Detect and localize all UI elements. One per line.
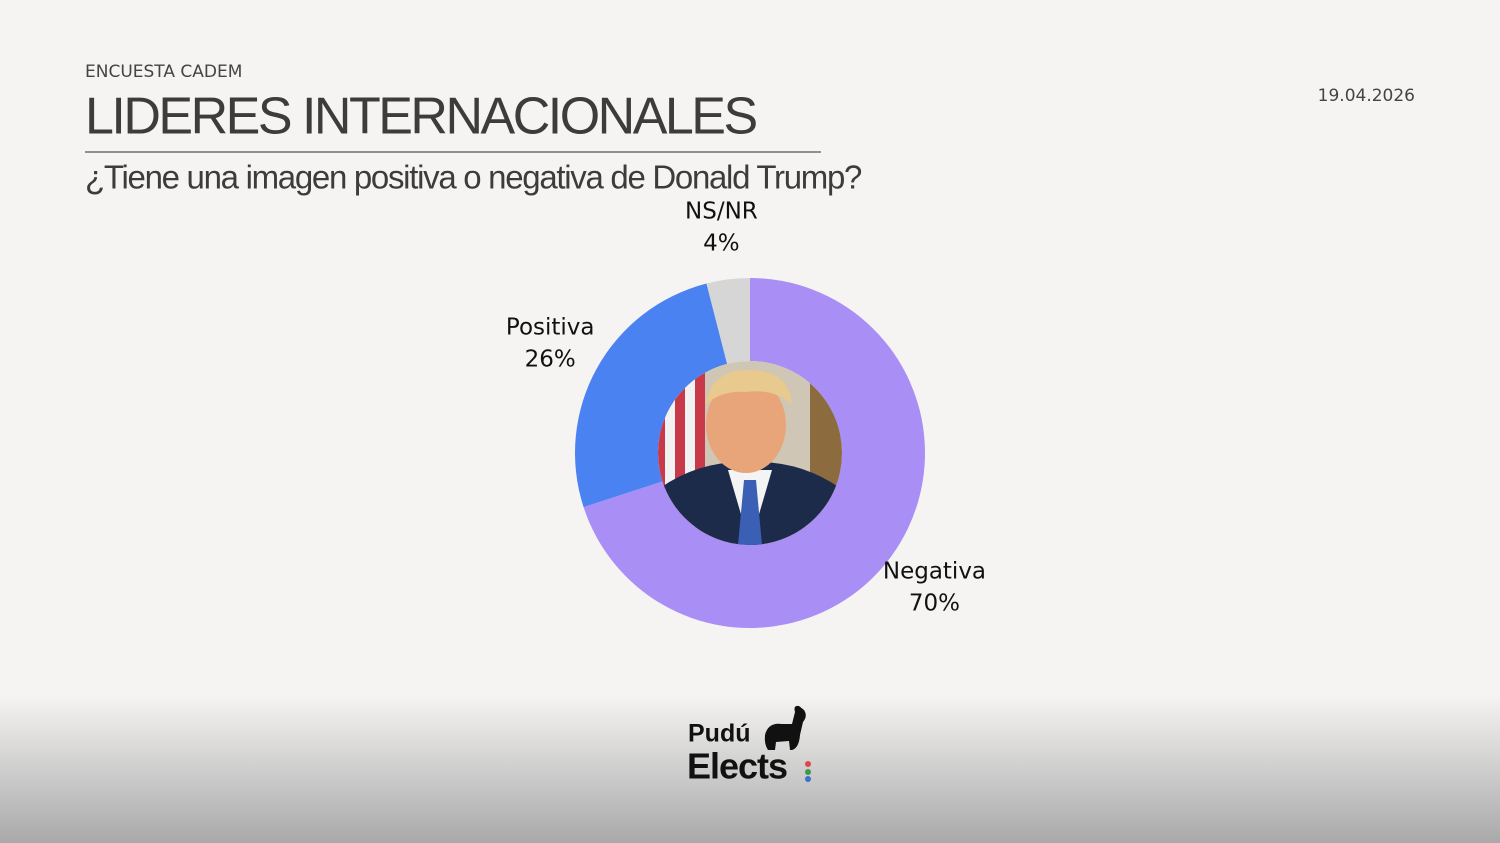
slice-value: 26% <box>525 347 576 373</box>
logo-line2: Elects <box>687 746 787 787</box>
slice-value: 70% <box>909 591 960 617</box>
slice-label: Positiva <box>506 315 595 341</box>
slice-label: NS/NR <box>685 198 758 224</box>
logo: Pudú Elects <box>687 705 811 787</box>
slice <box>575 283 728 508</box>
source: ENCUESTA CADEM <box>85 62 242 82</box>
slice-value: 4% <box>703 230 740 256</box>
slice-label: Negativa <box>883 559 986 585</box>
slice <box>583 278 925 628</box>
logo-line1: Pudú <box>688 720 751 748</box>
subtitle: ¿Tiene una imagen positiva o negativa de… <box>85 159 862 196</box>
date: 19.04.2026 <box>1318 86 1415 106</box>
footer-band <box>0 695 1500 843</box>
donut <box>575 278 925 628</box>
chart-title: LIDERES INTERNACIONALES <box>85 88 756 146</box>
slice <box>706 278 750 364</box>
